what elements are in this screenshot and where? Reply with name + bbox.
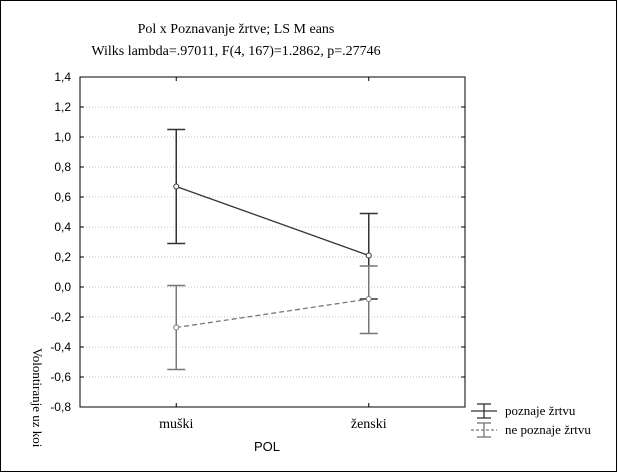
grid-layer [80, 106, 465, 378]
y-tick-label: 0,2 [54, 250, 71, 264]
y-tick-label: -0,2 [50, 310, 71, 324]
legend-label: ne poznaje žrtvu [505, 422, 591, 437]
y-tick-label: 0,6 [54, 190, 71, 204]
legend-label: poznaje žrtvu [505, 403, 576, 418]
y-tick-label: 1,2 [54, 100, 71, 114]
x-tick-label: ženski [351, 417, 387, 432]
data-point [365, 252, 372, 259]
y-tick-label: -0,8 [50, 400, 71, 414]
y-tick-label: 1,0 [54, 130, 71, 144]
chart-title: Pol x Poznavanje žrtve; LS M eans [138, 22, 335, 37]
y-tick-label: -0,4 [50, 340, 71, 354]
plot-area [79, 76, 466, 408]
y-axis: 1,4 1,2 1,0 0,8 0,6 0,4 0,2 0,0 -0,2 -0,4 -0,6 -0,8 [50, 70, 465, 414]
chart-subtitle: Wilks lambda=.97011, F(4, 167)=1.2862, p… [91, 44, 380, 59]
series-line [176, 185, 369, 257]
data-point [173, 183, 180, 190]
x-axis-label: POL [254, 439, 280, 454]
legend-item: poznaje žrtvu [471, 403, 576, 419]
y-tick-label: 0,4 [54, 220, 71, 234]
x-axis: muški ženski [159, 77, 387, 432]
series-1 [167, 265, 378, 371]
y-tick-label: 0,8 [54, 160, 71, 174]
y-tick-label: -0,6 [50, 370, 71, 384]
legend: poznaje žrtvu ne poznaje žrtvu [471, 403, 591, 438]
data-point [365, 296, 372, 302]
series-layer [167, 128, 378, 371]
legend-item: ne poznaje žrtvu [471, 422, 591, 438]
y-tick-label: 0,0 [54, 280, 71, 294]
y-axis-label: Volontiranje uz koi [30, 348, 45, 448]
x-tick-label: muški [159, 417, 193, 432]
y-tick-label: 1,4 [54, 70, 71, 84]
data-point [173, 324, 180, 331]
series-line [176, 298, 369, 329]
